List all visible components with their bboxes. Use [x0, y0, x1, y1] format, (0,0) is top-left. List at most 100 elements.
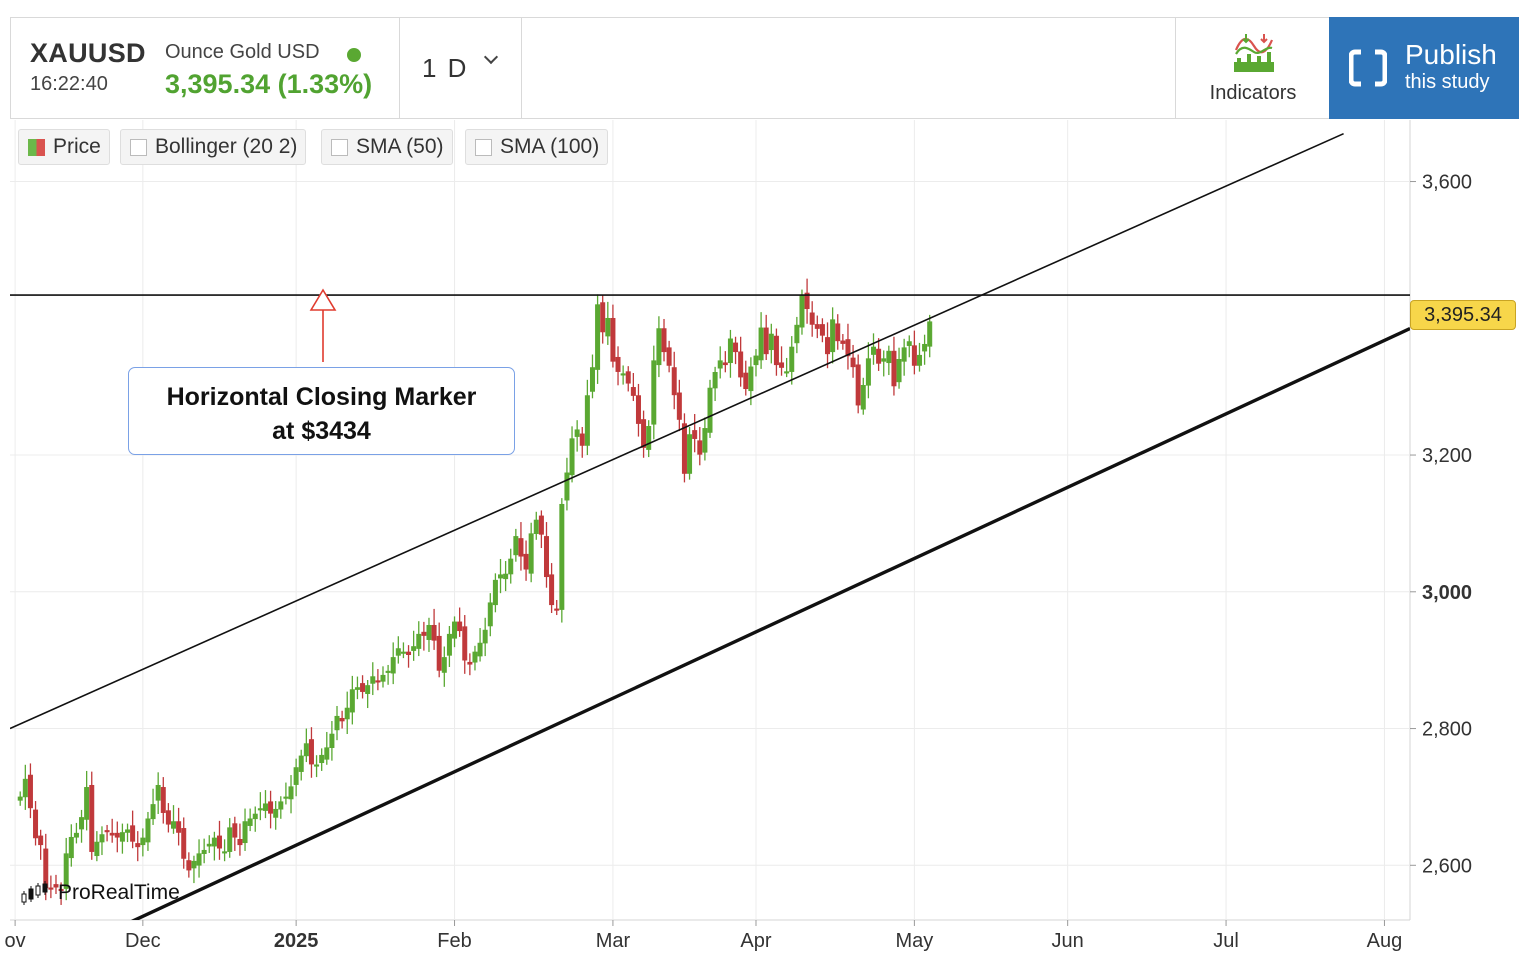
candle-body	[22, 778, 28, 798]
candle-body	[508, 558, 514, 575]
candle-body	[232, 823, 238, 838]
candle-body	[779, 362, 785, 368]
candle-body	[436, 635, 442, 671]
candle-body	[58, 888, 64, 892]
x-tick-label: Feb	[437, 930, 471, 952]
legend-price[interactable]: Price	[18, 129, 110, 165]
candle-body	[891, 350, 897, 387]
candle-body	[94, 841, 100, 857]
candle-body	[385, 670, 391, 673]
candle-body	[181, 828, 187, 859]
candle-body	[886, 350, 892, 364]
candle-body	[804, 292, 810, 310]
candle-body	[722, 362, 728, 366]
candle-body	[881, 358, 887, 362]
candle-body	[651, 360, 657, 425]
candle-body	[375, 680, 381, 683]
candle-body	[186, 860, 192, 871]
candle-body	[876, 348, 882, 364]
indicators-icon	[1234, 34, 1274, 72]
candle-body	[38, 835, 44, 846]
candle-body	[89, 784, 95, 852]
candle-body	[830, 319, 836, 353]
candle-body	[656, 328, 662, 366]
watermark-candle-body	[42, 883, 48, 893]
watermark-candle-body	[28, 888, 34, 900]
candle-body	[513, 536, 519, 556]
candle-body	[687, 434, 693, 474]
legend-sma100[interactable]: SMA (100)	[465, 129, 609, 165]
candle-body	[896, 359, 902, 383]
chevron-down-icon	[483, 49, 499, 65]
instrument-description: Ounce Gold USD	[165, 41, 320, 63]
candle-body	[753, 355, 759, 366]
candle-body	[630, 387, 636, 396]
legend-sma50[interactable]: SMA (50)	[321, 129, 453, 165]
candle-body	[595, 304, 601, 370]
last-price-label: 3,395.34	[1410, 300, 1516, 330]
x-tick-label: Apr	[740, 930, 771, 952]
candle-body	[733, 342, 739, 353]
candle-body	[206, 843, 212, 847]
checkbox-icon	[475, 139, 492, 156]
candle-body	[697, 440, 703, 455]
candle-body	[784, 371, 790, 374]
candle-body	[262, 803, 268, 811]
candle-body	[395, 648, 401, 656]
candle-body	[799, 294, 805, 328]
candle-body	[819, 324, 825, 336]
candle-body	[441, 657, 447, 673]
candle-body	[717, 360, 723, 369]
candle-body	[354, 687, 360, 690]
candle-body	[242, 821, 248, 844]
candle-body	[840, 340, 846, 344]
market-status-dot	[347, 48, 361, 62]
candle-body	[569, 438, 575, 476]
candle-body	[319, 754, 325, 764]
candle-body	[155, 784, 161, 801]
candle-body	[390, 657, 396, 674]
ticker-symbol: XAUUSD	[30, 38, 146, 68]
annotation-box[interactable]: Horizontal Closing Marker at $3434	[128, 367, 515, 455]
candle-body	[635, 395, 641, 424]
candle-body	[63, 853, 69, 889]
candle-body	[692, 430, 698, 439]
candle-body	[344, 707, 350, 720]
candle-body	[492, 579, 498, 606]
candle-body	[329, 733, 335, 748]
candle-body	[901, 347, 907, 362]
candle-body	[773, 335, 779, 366]
candle-body	[17, 796, 23, 801]
indicators-button[interactable]: Indicators	[1175, 18, 1329, 118]
candle-body	[871, 346, 877, 355]
symbol-block: XAUUSD Ounce Gold USD 16:22:40 3,395.34 …	[11, 18, 400, 118]
y-tick-label: 3,000	[1422, 582, 1472, 604]
candle-body	[738, 351, 744, 378]
candle-body	[794, 324, 800, 344]
candle-body	[416, 633, 422, 649]
publish-icon	[1349, 49, 1387, 87]
candle-body	[472, 651, 478, 663]
period-label: 1 D	[422, 53, 469, 83]
candle-body	[498, 574, 504, 579]
period-selector[interactable]: 1 D	[400, 18, 522, 118]
legend-bollinger[interactable]: Bollinger (20 2)	[120, 129, 307, 165]
y-tick-label: 3,600	[1422, 172, 1472, 194]
candle-body	[400, 651, 406, 654]
candle-body	[758, 327, 764, 361]
candle-body	[676, 392, 682, 420]
candle-body	[288, 786, 294, 800]
indicators-label: Indicators	[1209, 82, 1297, 104]
candle-body	[814, 324, 820, 329]
annotation-arrow-head	[309, 288, 337, 311]
candle-body	[278, 801, 284, 810]
candle-body	[211, 837, 217, 847]
candle-body	[927, 321, 933, 347]
publish-study-button[interactable]: Publish this study	[1329, 17, 1519, 119]
candle-body	[268, 801, 274, 814]
candle-body	[68, 836, 74, 859]
price-swatch-icon	[28, 139, 45, 156]
candle-body	[523, 553, 529, 570]
